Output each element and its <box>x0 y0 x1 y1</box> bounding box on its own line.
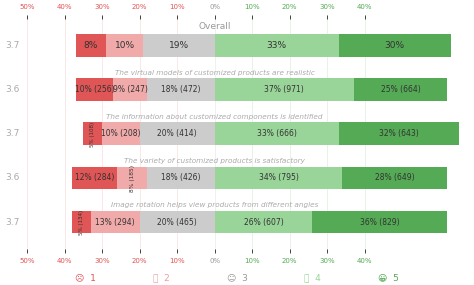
Text: 😀  5: 😀 5 <box>378 273 399 282</box>
Text: 🙁  2: 🙁 2 <box>153 273 170 282</box>
Bar <box>140 211 215 233</box>
Text: 18% (426): 18% (426) <box>161 174 201 182</box>
Text: 19%: 19% <box>169 41 189 50</box>
Bar <box>106 34 144 57</box>
Text: Overall: Overall <box>199 22 231 31</box>
Text: ☹  1: ☹ 1 <box>75 273 96 282</box>
Text: 25% (664): 25% (664) <box>381 86 420 94</box>
Text: 34% (795): 34% (795) <box>258 174 299 182</box>
Bar <box>83 123 102 145</box>
Text: 18% (472): 18% (472) <box>161 86 201 94</box>
Text: 37% (971): 37% (971) <box>264 86 304 94</box>
Text: 5% (134): 5% (134) <box>79 209 84 235</box>
Text: 12% (284): 12% (284) <box>75 174 114 182</box>
Bar <box>72 211 91 233</box>
Bar <box>354 78 447 101</box>
Bar <box>215 211 312 233</box>
Text: 8% (185): 8% (185) <box>130 164 135 192</box>
Text: The information about customized components is identified: The information about customized compone… <box>107 114 323 120</box>
Bar <box>338 34 451 57</box>
Text: 30%: 30% <box>385 41 405 50</box>
Bar <box>215 123 338 145</box>
Bar <box>144 34 215 57</box>
Text: 10% (256): 10% (256) <box>75 86 114 94</box>
Bar <box>215 78 354 101</box>
Text: 36% (829): 36% (829) <box>360 217 400 227</box>
Text: 😐  3: 😐 3 <box>227 273 247 282</box>
Text: 3.7: 3.7 <box>5 217 19 227</box>
Text: 26% (607): 26% (607) <box>244 217 283 227</box>
Text: 33%: 33% <box>266 41 287 50</box>
Bar <box>72 166 117 190</box>
Text: 9% (247): 9% (247) <box>113 86 148 94</box>
Bar <box>147 166 215 190</box>
Text: 28% (649): 28% (649) <box>375 174 415 182</box>
Text: 3.6: 3.6 <box>5 86 19 94</box>
Bar <box>117 166 147 190</box>
Text: 🙂  4: 🙂 4 <box>304 273 321 282</box>
Text: 3.7: 3.7 <box>5 129 19 139</box>
Text: 32% (643): 32% (643) <box>379 129 419 139</box>
Text: 3.6: 3.6 <box>5 174 19 182</box>
Text: 10% (208): 10% (208) <box>101 129 141 139</box>
Text: The virtual models of customized products are realistic: The virtual models of customized product… <box>115 70 315 76</box>
Bar <box>102 123 140 145</box>
Bar <box>147 78 215 101</box>
Bar <box>312 211 447 233</box>
Bar <box>91 211 140 233</box>
Bar <box>140 123 215 145</box>
Text: The variety of customized products is satisfactory: The variety of customized products is sa… <box>124 158 305 164</box>
Bar <box>76 34 106 57</box>
Text: Image rotation helps view products from different angles: Image rotation helps view products from … <box>111 202 319 208</box>
Text: 8%: 8% <box>84 41 98 50</box>
Text: 33% (666): 33% (666) <box>257 129 297 139</box>
Text: 13% (294): 13% (294) <box>95 217 135 227</box>
Text: 20% (465): 20% (465) <box>157 217 197 227</box>
Text: 20% (414): 20% (414) <box>157 129 197 139</box>
Bar <box>76 78 113 101</box>
Bar <box>342 166 447 190</box>
Bar <box>338 123 458 145</box>
Bar <box>215 34 338 57</box>
Text: 5% (108): 5% (108) <box>90 121 95 146</box>
Text: 3.7: 3.7 <box>5 41 19 50</box>
Bar <box>215 166 342 190</box>
Bar <box>113 78 147 101</box>
Text: 10%: 10% <box>115 41 135 50</box>
